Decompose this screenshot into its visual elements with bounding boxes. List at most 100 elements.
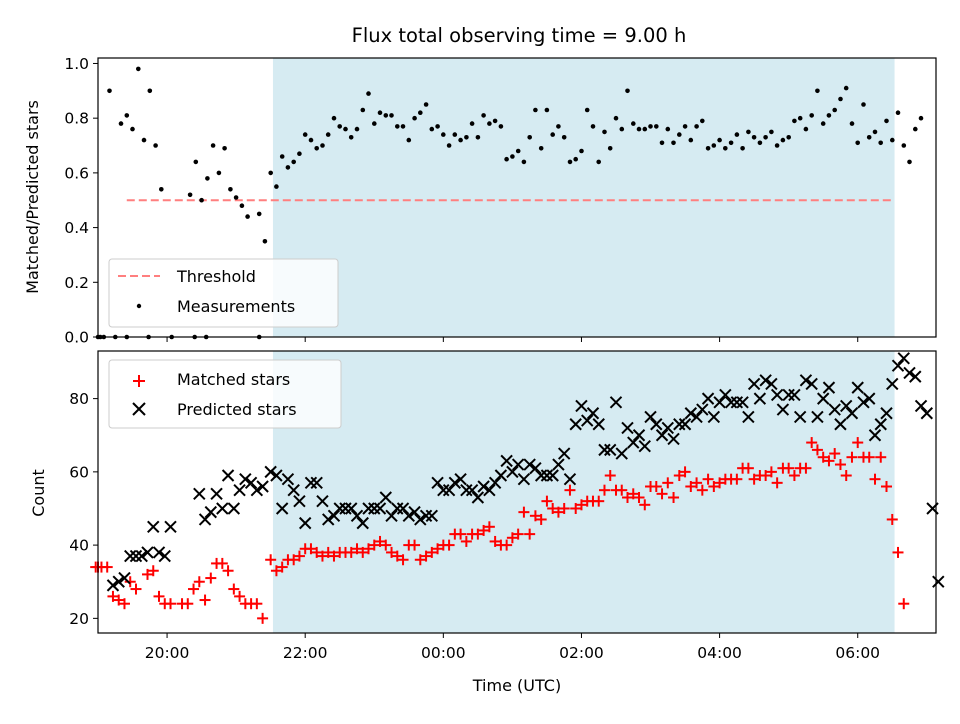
matched-star-point [604,470,616,482]
matched-star-point [483,521,495,533]
predicted-star-point [563,472,577,486]
predicted-star-point [233,483,246,497]
measurement-point [245,214,250,219]
predicted-star-point [362,502,375,515]
measurement-point [446,143,452,148]
matched-star-point [222,565,234,577]
matched-star-point [535,513,547,525]
predicted-star-point [552,458,565,471]
predicted-star-point [287,483,300,497]
measurement-point [648,124,653,129]
predicted-star-point [707,410,721,424]
predicted-star-point [546,469,559,482]
matched-star-point [742,462,754,474]
predicted-star-point [356,516,369,530]
measurement-point [751,135,757,140]
matched-star-point [397,554,409,566]
predicted-star-point [857,396,870,409]
top-legend-box [108,258,339,328]
matched-star-point [650,481,662,493]
matched-star-point [113,594,125,606]
measurement-point [325,132,331,137]
predicted-star-point [339,502,352,515]
measurement-point [803,126,809,132]
predicted-star-point [788,388,801,402]
measurement-point [389,113,394,118]
matched-star-point [662,477,674,489]
predicted-star-point [106,579,120,592]
predicted-star-point [164,520,177,533]
measurement-point [233,195,239,200]
measurement-point [884,118,889,124]
measurement-point [337,124,343,129]
predicted-star-point [914,399,928,413]
measurement-point [481,113,486,118]
predicted-star-point [256,480,269,493]
predicted-star-point [793,410,807,424]
predicted-star-point [736,396,749,409]
matched-star-point [293,550,305,562]
predicted-star-point [661,421,675,435]
matched-star-point [391,550,403,562]
legend-measurements-label: Measurements [177,297,295,316]
measurement-point [492,118,498,124]
matched-star-point [823,455,835,467]
predicted-star-point [569,418,582,431]
measurement-point [711,143,717,148]
predicted-star-point [742,410,755,424]
predicted-star-point [903,366,916,380]
matched-star-point [765,466,777,478]
measurement-point [308,137,314,143]
matched-star-point [351,543,363,555]
predicted-star-point [782,388,795,402]
measurement-point [901,143,907,148]
predicted-star-point [442,483,456,497]
matched-star-point [852,437,864,449]
measurement-point [596,159,601,165]
measurement-point [107,88,112,94]
predicted-star-point [216,502,229,515]
bottom-legend-box [108,359,342,429]
matched-star-point [305,543,317,555]
predicted-star-point [281,472,295,486]
matched-star-point [443,539,455,551]
measurement-point [118,121,124,126]
measurement-point [193,159,199,165]
bottom-x-tick-label: 00:00 [421,644,466,662]
measurement-point [302,132,308,137]
measurement-point [671,140,676,146]
predicted-star-point [655,429,669,442]
top-y-tick-label: 0.4 [64,219,89,237]
measurement-point [723,146,728,151]
measurement-point [763,135,768,140]
measurement-point [642,126,648,132]
measurement-point [331,115,337,121]
matched-star-point [714,477,726,489]
matched-star-point [512,528,524,540]
predicted-star-point [747,377,761,391]
matched-star-point [472,528,484,540]
predicted-star-point [609,396,623,409]
predicted-star-point [719,388,732,402]
bottom-observing-span [272,351,895,633]
predicted-star-point [147,520,160,533]
measurement-point [878,140,883,146]
predicted-star-point [638,440,651,453]
measurement-point [452,132,458,137]
matched-star-point [783,462,795,474]
measurement-point [527,135,532,140]
predicted-star-point [141,546,154,559]
matched-star-point [840,470,852,482]
predicted-star-point [696,403,709,416]
measurement-point [124,113,130,118]
predicted-star-point [834,418,847,431]
measurement-point [820,121,826,126]
measurement-point [584,107,590,113]
matched-star-point [685,481,697,493]
measurement-point [475,135,481,140]
measurement-point [159,187,164,192]
measurement-point [688,137,694,143]
matched-star-point [311,546,323,558]
measurement-point [256,211,262,217]
measurement-point [654,124,659,129]
